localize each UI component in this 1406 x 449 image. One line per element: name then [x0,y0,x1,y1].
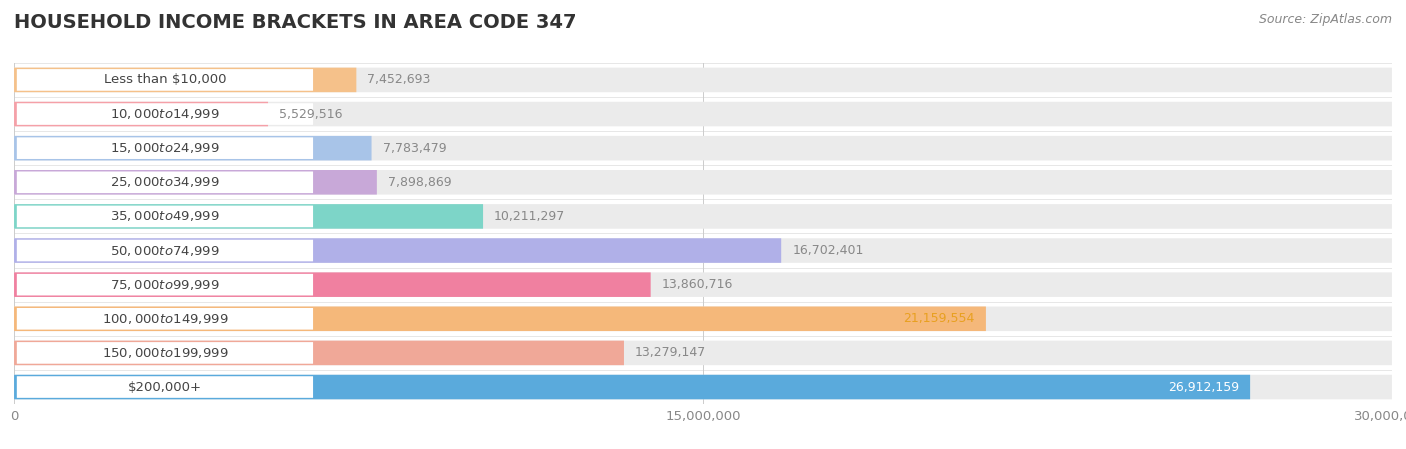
Text: 21,159,554: 21,159,554 [904,313,974,325]
FancyBboxPatch shape [17,240,314,261]
FancyBboxPatch shape [17,274,314,295]
FancyBboxPatch shape [14,238,1392,263]
FancyBboxPatch shape [14,204,484,229]
FancyBboxPatch shape [14,238,782,263]
FancyBboxPatch shape [14,136,1392,160]
Text: $50,000 to $74,999: $50,000 to $74,999 [110,243,219,258]
Text: 5,529,516: 5,529,516 [278,108,343,120]
Text: $75,000 to $99,999: $75,000 to $99,999 [110,277,219,292]
FancyBboxPatch shape [14,136,371,160]
FancyBboxPatch shape [14,68,356,92]
FancyBboxPatch shape [14,204,1392,229]
Text: $25,000 to $34,999: $25,000 to $34,999 [110,175,219,189]
Text: $35,000 to $49,999: $35,000 to $49,999 [110,209,219,224]
Text: 16,702,401: 16,702,401 [792,244,863,257]
FancyBboxPatch shape [17,376,314,398]
FancyBboxPatch shape [14,170,1392,194]
FancyBboxPatch shape [14,341,624,365]
Text: 7,452,693: 7,452,693 [367,74,430,86]
Text: 10,211,297: 10,211,297 [494,210,565,223]
FancyBboxPatch shape [14,170,377,194]
FancyBboxPatch shape [14,102,1392,126]
Text: 7,898,869: 7,898,869 [388,176,451,189]
Text: 13,279,147: 13,279,147 [636,347,706,359]
FancyBboxPatch shape [14,375,1250,399]
Text: 13,860,716: 13,860,716 [662,278,733,291]
FancyBboxPatch shape [17,308,314,330]
FancyBboxPatch shape [17,103,314,125]
Text: Less than $10,000: Less than $10,000 [104,74,226,86]
FancyBboxPatch shape [17,69,314,91]
FancyBboxPatch shape [14,341,1392,365]
FancyBboxPatch shape [14,68,1392,92]
FancyBboxPatch shape [17,206,314,227]
FancyBboxPatch shape [14,307,1392,331]
Text: $200,000+: $200,000+ [128,381,202,393]
Text: $150,000 to $199,999: $150,000 to $199,999 [101,346,228,360]
FancyBboxPatch shape [17,172,314,193]
Text: 7,783,479: 7,783,479 [382,142,446,154]
FancyBboxPatch shape [14,102,269,126]
Text: 26,912,159: 26,912,159 [1168,381,1239,393]
Text: $15,000 to $24,999: $15,000 to $24,999 [110,141,219,155]
FancyBboxPatch shape [14,273,651,297]
FancyBboxPatch shape [14,307,986,331]
Text: $10,000 to $14,999: $10,000 to $14,999 [110,107,219,121]
FancyBboxPatch shape [17,137,314,159]
FancyBboxPatch shape [14,273,1392,297]
FancyBboxPatch shape [17,342,314,364]
FancyBboxPatch shape [14,375,1392,399]
Text: HOUSEHOLD INCOME BRACKETS IN AREA CODE 347: HOUSEHOLD INCOME BRACKETS IN AREA CODE 3… [14,13,576,32]
Text: $100,000 to $149,999: $100,000 to $149,999 [101,312,228,326]
Text: Source: ZipAtlas.com: Source: ZipAtlas.com [1258,13,1392,26]
